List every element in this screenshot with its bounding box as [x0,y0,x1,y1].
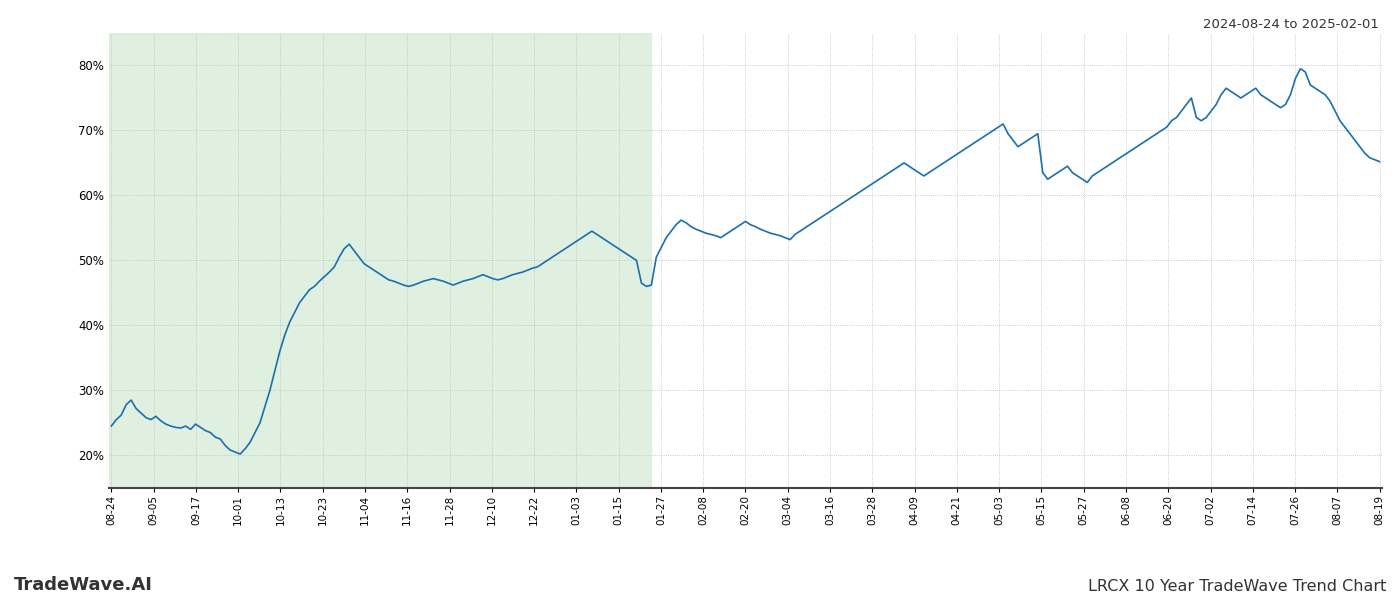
Text: LRCX 10 Year TradeWave Trend Chart: LRCX 10 Year TradeWave Trend Chart [1088,579,1386,594]
Text: 2024-08-24 to 2025-02-01: 2024-08-24 to 2025-02-01 [1203,18,1379,31]
Bar [109,33,651,488]
Text: TradeWave.AI: TradeWave.AI [14,576,153,594]
